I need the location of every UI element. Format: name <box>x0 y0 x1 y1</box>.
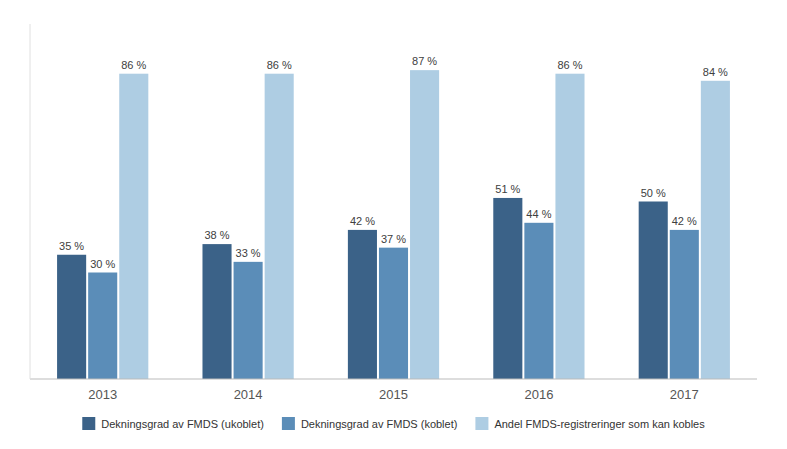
bar <box>379 248 408 379</box>
bar <box>234 262 263 379</box>
bar <box>670 230 699 379</box>
chart: 35 % 38 % 42 % 51 % 50 % 30 % 33 % 37 % 44 % 42 %… <box>0 0 787 449</box>
data-label: 42 % <box>672 215 697 227</box>
data-label: 42 % <box>350 215 375 227</box>
legend-swatch <box>475 417 488 430</box>
bar <box>639 202 668 380</box>
legend-label: Dekningsgrad av FMDS (ukoblet) <box>101 418 264 430</box>
bar <box>202 244 231 379</box>
y-axis-line <box>30 24 31 379</box>
legend-swatch <box>282 417 295 430</box>
bar <box>348 230 377 379</box>
legend-label: Dekningsgrad av FMDS (koblet) <box>301 418 458 430</box>
bar <box>119 74 148 379</box>
legend-item: Dekningsgrad av FMDS (ukoblet) <box>82 417 264 430</box>
x-tick-label: 2017 <box>670 387 699 402</box>
bars <box>57 70 730 379</box>
bar <box>88 273 117 380</box>
data-label: 86 % <box>557 59 582 71</box>
x-axis-line <box>30 379 757 380</box>
x-tick-label: 2015 <box>379 387 408 402</box>
bar <box>555 74 584 379</box>
data-label: 86 % <box>267 59 292 71</box>
data-label: 38 % <box>204 229 229 241</box>
page: {"chart_data": {"type": "bar", "categori… <box>0 0 787 449</box>
legend-item: Dekningsgrad av FMDS (koblet) <box>282 417 458 430</box>
data-label: 44 % <box>526 208 551 220</box>
data-labels: 35 % 38 % 42 % 51 % 50 % 30 % 33 % 37 % 44 % 42 %… <box>59 55 728 269</box>
data-label: 37 % <box>381 233 406 245</box>
data-label: 50 % <box>641 187 666 199</box>
bar <box>701 81 730 379</box>
legend-item: Andel FMDS-registreringer som kan kobles <box>475 417 705 430</box>
bar <box>493 198 522 379</box>
bar <box>265 74 294 379</box>
data-label: 33 % <box>236 247 261 259</box>
x-tick-label: 2016 <box>524 387 553 402</box>
data-label: 30 % <box>90 258 115 270</box>
data-label: 87 % <box>412 55 437 67</box>
legend-label: Andel FMDS-registreringer som kan kobles <box>494 418 705 430</box>
data-label: 84 % <box>703 66 728 78</box>
bar <box>57 255 86 379</box>
legend: Dekningsgrad av FMDS (ukoblet) Dekningsgr… <box>82 417 705 430</box>
bar <box>524 223 553 379</box>
x-tick-label: 2014 <box>234 387 263 402</box>
data-label: 51 % <box>495 183 520 195</box>
data-label: 35 % <box>59 240 84 252</box>
bar <box>410 70 439 379</box>
x-tick-label: 2013 <box>88 387 117 402</box>
legend-swatch <box>82 417 95 430</box>
data-label: 86 % <box>121 59 146 71</box>
